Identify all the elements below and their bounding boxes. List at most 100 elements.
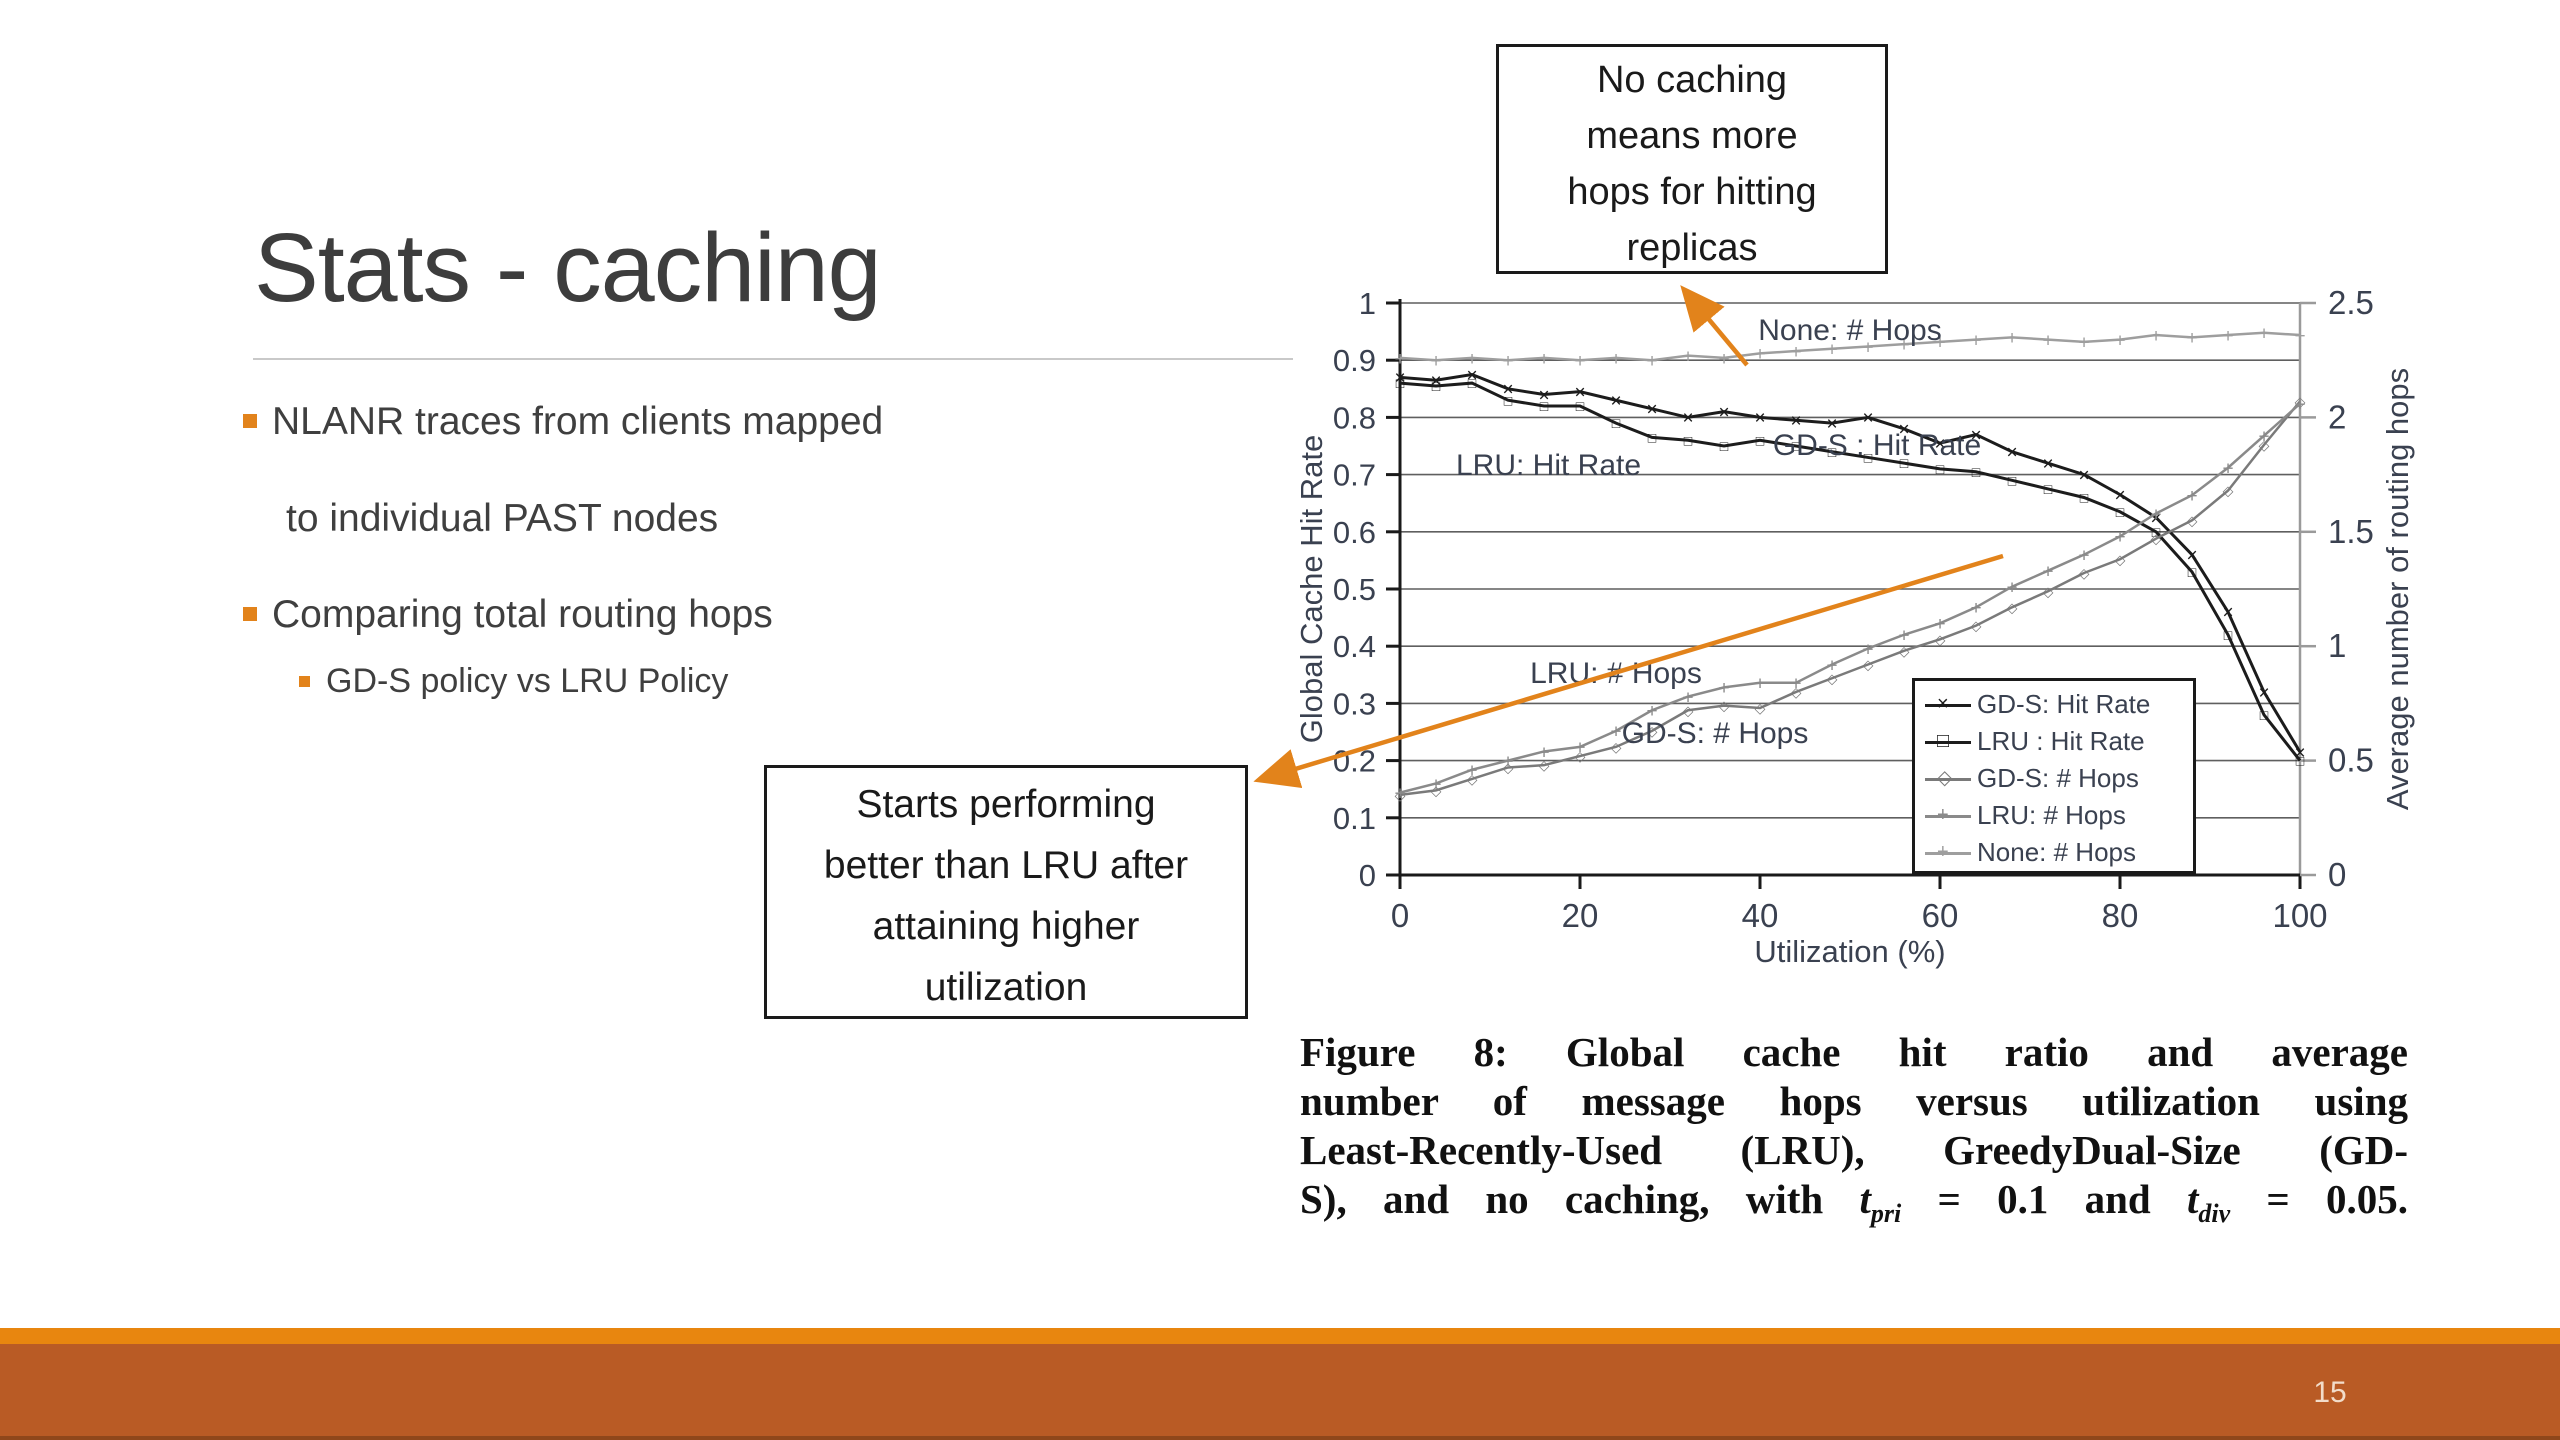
svg-text:□: □	[1936, 461, 1945, 477]
svg-text:□: □	[1720, 438, 1729, 454]
svg-text:×: ×	[2294, 743, 2305, 764]
svg-text:□: □	[2080, 490, 2089, 506]
svg-text:×: ×	[1790, 411, 1801, 432]
svg-text:◇: ◇	[1503, 760, 1514, 776]
svg-text:×: ×	[1502, 380, 1513, 401]
svg-text:×: ×	[2006, 443, 2017, 464]
svg-text:0: 0	[2328, 856, 2346, 893]
svg-text:+: +	[1934, 333, 1945, 354]
svg-text:0.4: 0.4	[1333, 629, 1376, 664]
svg-text:×: ×	[1718, 403, 1729, 424]
caption-line: number of message hops versus utilizatio…	[1300, 1078, 2408, 1124]
page-number: 15	[2313, 1376, 2347, 1409]
chart-legend: × GD-S: Hit Rate □ LRU : Hit Rate ◇ GD-S: # H…	[1912, 678, 2196, 874]
svg-text:+: +	[2150, 504, 2161, 525]
svg-text:◇: ◇	[1899, 643, 1910, 659]
svg-text:0.9: 0.9	[1333, 343, 1376, 378]
svg-text:0: 0	[1359, 858, 1376, 893]
svg-text:×: ×	[1970, 425, 1981, 446]
footer-bottom-edge	[0, 1436, 2560, 1440]
svg-text:20: 20	[1562, 897, 1599, 934]
svg-text:+: +	[1790, 342, 1801, 363]
svg-text:+: +	[2006, 578, 2017, 599]
svg-text:+: +	[2222, 459, 2233, 480]
legend-marker-icon: □	[1925, 730, 1971, 752]
svg-text:0.3: 0.3	[1333, 686, 1376, 721]
legend-marker-icon: +	[1925, 841, 1971, 863]
svg-text:+: +	[2006, 328, 2017, 349]
svg-text:+: +	[1970, 330, 1981, 351]
svg-text:+: +	[2186, 486, 2197, 507]
legend-row: □ LRU : Hit Rate	[1915, 723, 2193, 760]
svg-text:+: +	[1466, 349, 1477, 370]
svg-text:×: ×	[1682, 408, 1693, 429]
svg-text:□: □	[1540, 398, 1549, 414]
svg-text:◇: ◇	[1431, 782, 1442, 798]
svg-text:□: □	[2116, 504, 2125, 520]
svg-text:◇: ◇	[2187, 512, 2198, 528]
svg-text:+: +	[1466, 761, 1477, 782]
svg-text:0.5: 0.5	[1333, 572, 1376, 607]
svg-text:+: +	[2294, 395, 2305, 416]
svg-text:+: +	[2042, 562, 2053, 583]
svg-text:□: □	[1576, 398, 1585, 414]
chart-plot-area: 10.90.80.70.60.50.40.30.20.100 20 40 60 80 10…	[1294, 284, 2415, 969]
svg-text:×: ×	[1538, 385, 1549, 406]
svg-text:◇: ◇	[1467, 771, 1478, 787]
svg-text:+: +	[2078, 333, 2089, 354]
bullet-icon	[243, 607, 257, 621]
svg-text:+: +	[1682, 687, 1693, 708]
svg-text:□: □	[1396, 375, 1405, 391]
title-divider	[253, 358, 1293, 360]
svg-text:×: ×	[2114, 485, 2125, 506]
svg-text:+: +	[1394, 783, 1405, 804]
callout-line: Starts performing	[856, 783, 1156, 826]
svg-text:+: +	[1862, 639, 1873, 660]
svg-text:×: ×	[1574, 383, 1585, 404]
svg-text:□: □	[2008, 472, 2017, 488]
svg-text:◇: ◇	[2115, 551, 2126, 567]
svg-text:◇: ◇	[1827, 670, 1838, 686]
svg-text:+: +	[1502, 751, 1513, 772]
svg-text:□: □	[1432, 378, 1441, 394]
sub-bullet-gds-vs-lru: GD-S policy vs LRU Policy	[326, 662, 729, 700]
svg-text:□: □	[2044, 481, 2053, 497]
svg-text:□: □	[1828, 444, 1837, 460]
svg-text:□: □	[1972, 464, 1981, 480]
legend-marker-icon: +	[1925, 804, 1971, 826]
callout-line: No caching	[1596, 59, 1788, 101]
svg-text:+: +	[1826, 340, 1837, 361]
svg-text:+: +	[1790, 674, 1801, 695]
bullet-icon	[243, 414, 257, 428]
svg-text:+: +	[1898, 626, 1909, 647]
svg-text:+: +	[1646, 701, 1657, 722]
svg-text:◇: ◇	[1539, 757, 1550, 773]
svg-text:×: ×	[2042, 454, 2053, 475]
svg-text:◇: ◇	[2007, 599, 2018, 615]
caption-line: S), and no caching, with tpri = 0.1 and …	[1300, 1176, 2408, 1229]
svg-text:1: 1	[2328, 627, 2346, 664]
svg-text:□: □	[1612, 415, 1621, 431]
legend-label: None: # Hops	[1977, 837, 2136, 867]
svg-text:0: 0	[1391, 897, 1409, 934]
svg-text:LRU: Hit Rate: LRU: Hit Rate	[1456, 449, 1641, 482]
svg-text:+: +	[1430, 351, 1441, 372]
svg-text:100: 100	[2272, 897, 2327, 934]
svg-text:□: □	[1504, 392, 1513, 408]
svg-text:60: 60	[1922, 897, 1959, 934]
svg-text:+: +	[1574, 738, 1585, 759]
legend-marker-icon: ×	[1925, 693, 1971, 715]
svg-text:+: +	[1718, 349, 1729, 370]
svg-text:×: ×	[2078, 465, 2089, 486]
svg-text:◇: ◇	[2223, 483, 2234, 499]
svg-text:+: +	[1574, 351, 1585, 372]
svg-text:□: □	[2188, 564, 2197, 580]
svg-text:□: □	[1900, 455, 1909, 471]
svg-text:×: ×	[2222, 603, 2233, 624]
svg-text:×: ×	[2186, 546, 2197, 567]
svg-text:◇: ◇	[2151, 531, 2162, 547]
svg-text:0.8: 0.8	[1333, 400, 1376, 435]
svg-text:×: ×	[1646, 400, 1657, 421]
svg-text:1.5: 1.5	[2328, 513, 2374, 550]
